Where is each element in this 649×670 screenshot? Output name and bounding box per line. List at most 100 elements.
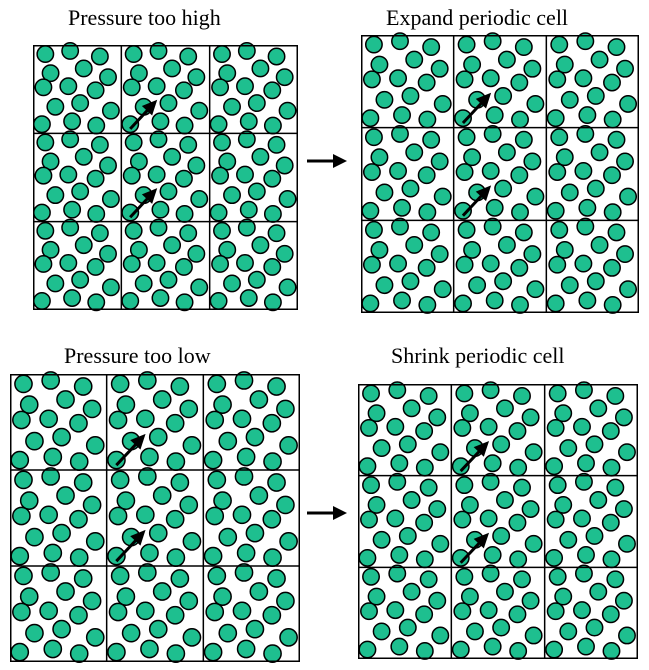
particle: [431, 534, 450, 553]
particle: [122, 78, 141, 97]
particle: [455, 70, 474, 89]
particle: [496, 582, 514, 601]
displacement-arrow-icon: [461, 92, 492, 125]
particle: [251, 147, 270, 166]
particle: [455, 567, 474, 586]
particle: [497, 50, 516, 69]
particle: [375, 183, 394, 202]
particle: [548, 255, 567, 274]
particle: [149, 218, 168, 237]
particle: [574, 564, 593, 583]
particle: [19, 491, 39, 510]
particle: [71, 182, 90, 201]
particle: [550, 35, 569, 54]
periodic-cell-grid-pressure-too-high: [32, 41, 298, 312]
particle: [236, 253, 254, 272]
particle: [82, 399, 102, 419]
particle: [129, 240, 148, 259]
particle: [358, 457, 377, 476]
particle: [602, 458, 621, 477]
particle: [73, 569, 93, 588]
particle: [455, 476, 474, 495]
particle: [481, 161, 500, 180]
particle: [41, 563, 61, 582]
particle: [548, 163, 567, 181]
particle: [545, 640, 564, 659]
particle: [267, 377, 286, 396]
particle: [174, 258, 193, 276]
particle: [402, 582, 421, 601]
particle: [36, 45, 55, 64]
periodic-cell-grid-pressure-too-low: [10, 371, 300, 663]
particle: [453, 418, 472, 437]
particle: [453, 510, 472, 529]
particle: [455, 255, 474, 274]
particle: [606, 386, 625, 405]
particle: [56, 390, 75, 409]
particle: [278, 278, 297, 297]
particle: [179, 224, 198, 243]
particle: [170, 377, 190, 396]
particle: [163, 59, 182, 78]
particle: [391, 124, 409, 143]
particle: [74, 147, 93, 166]
particle: [607, 130, 626, 149]
particle: [101, 278, 120, 297]
particle: [362, 255, 381, 274]
particle: [419, 570, 438, 589]
particle: [245, 523, 265, 543]
particle: [165, 605, 185, 625]
particle: [526, 187, 545, 206]
particle: [247, 94, 266, 113]
particle: [422, 130, 441, 149]
particle: [586, 272, 605, 291]
simulation-box-border: [33, 45, 298, 310]
particle: [465, 622, 484, 641]
particle: [52, 523, 71, 543]
particle: [433, 94, 452, 113]
particle: [362, 163, 381, 181]
particle: [74, 59, 93, 78]
particle: [41, 240, 60, 259]
particle: [418, 203, 437, 222]
particle: [275, 68, 294, 87]
particle: [110, 374, 130, 394]
particle: [479, 509, 498, 528]
particle: [71, 94, 90, 113]
displacement-arrow-icon: [129, 188, 158, 219]
particle: [573, 417, 591, 436]
particle: [555, 240, 574, 259]
particle: [559, 530, 578, 549]
particle: [418, 110, 437, 129]
particle: [523, 59, 542, 78]
particle: [25, 527, 44, 547]
particle: [618, 626, 636, 645]
particle: [43, 447, 63, 467]
particle: [577, 545, 595, 564]
particle: [415, 458, 434, 477]
particle: [460, 587, 479, 606]
particle: [483, 124, 502, 143]
particle: [375, 276, 394, 295]
particle: [619, 94, 638, 113]
particle: [124, 133, 143, 152]
particle: [390, 545, 409, 564]
particle: [159, 182, 178, 201]
particle: [14, 374, 33, 394]
particle: [278, 101, 297, 120]
particle: [388, 564, 407, 583]
particle: [61, 218, 80, 237]
particle: [108, 506, 128, 526]
particle: [247, 182, 266, 201]
particle: [223, 186, 241, 205]
particle: [174, 81, 193, 100]
particle: [236, 543, 256, 563]
particle: [63, 112, 82, 131]
particle: [205, 410, 225, 430]
particle: [603, 203, 622, 222]
particle: [433, 187, 452, 206]
particle: [239, 289, 258, 307]
particle: [12, 506, 31, 526]
particle: [417, 73, 436, 92]
particle: [401, 272, 420, 291]
